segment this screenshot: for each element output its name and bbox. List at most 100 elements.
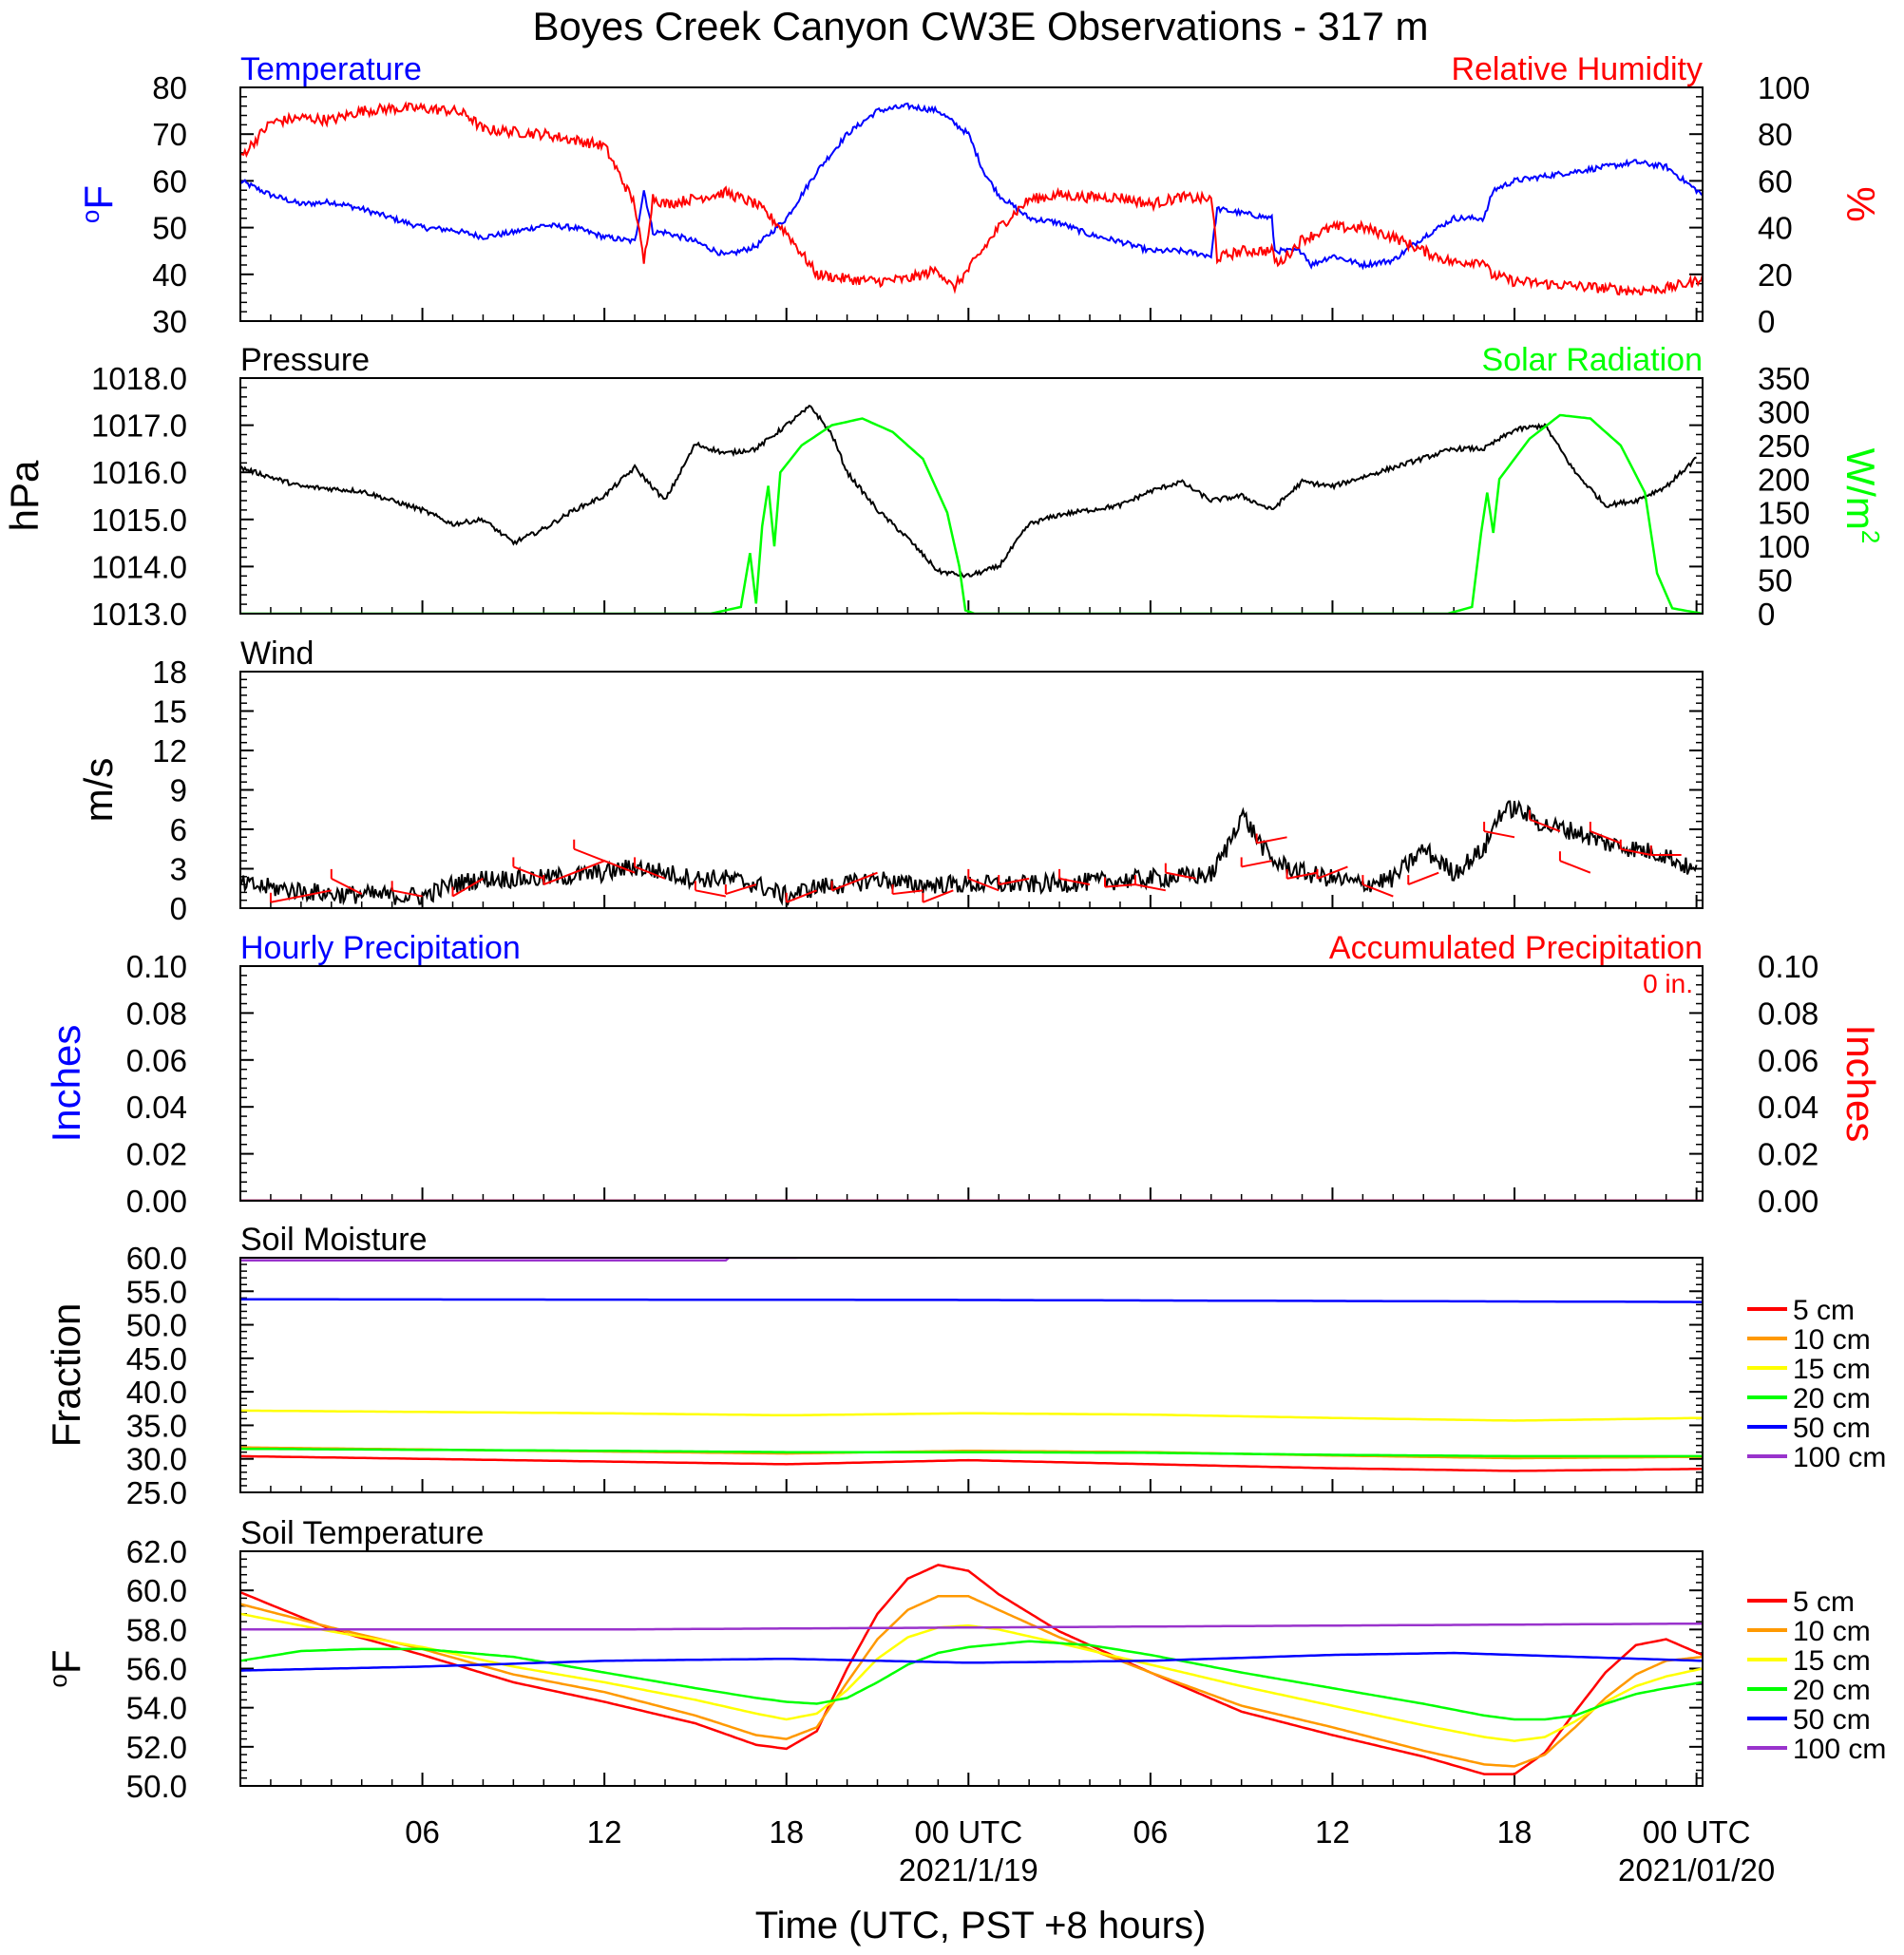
wind-barb [923,889,954,903]
x-axis-label: Time (UTC, PST +8 hours) [755,1905,1207,1946]
precip-total: 0 in. [1643,969,1693,998]
wind-barb [725,883,757,896]
wind-barb [786,889,818,903]
y-tick-label-left: 60 [152,163,187,199]
panel-soil_moisture: Soil Moisture Fraction 25.030.035.040.045.… [44,1222,1886,1510]
panel-frame [239,86,1704,322]
y-tick-label-right: 40 [1758,211,1793,246]
wind-barb [270,889,332,903]
series-line [240,1595,1703,1768]
y-tick-label-left: 1015.0 [91,503,187,538]
wind-barb [1241,860,1272,868]
wind-barb [513,865,544,880]
y-tick-label-left: 62.0 [126,1534,187,1569]
x-tick-label: 12 [587,1814,622,1850]
wind-barb [1529,818,1561,833]
series-line [240,1409,1703,1422]
panel-title-left: Wind [240,636,314,672]
legend-label: 20 cm [1793,1675,1871,1706]
wind-barb [573,847,636,874]
legend-label: 50 cm [1793,1413,1871,1444]
y-axis-label-right: % [1838,186,1883,221]
y-tick-label-left: 1013.0 [91,597,187,632]
panel-title-right: Relative Humidity [1451,51,1703,87]
y-tick-label-left: 6 [170,812,187,847]
series-line [240,413,1703,614]
series-line [240,101,1703,296]
y-tick-label-left: 3 [170,852,187,887]
wind-barb [634,865,666,880]
y-tick-label-left: 0.02 [126,1137,187,1172]
y-tick-label-left: 58.0 [126,1612,187,1647]
wind-barb [1104,883,1135,888]
y-tick-label-right: 0 [1758,597,1775,632]
y-tick-label-left: 60.0 [126,1241,187,1276]
y-tick-label-right: 0.06 [1758,1043,1818,1078]
y-axis-label-left: m/s [76,758,121,823]
y-tick-label-left: 54.0 [126,1691,187,1726]
y-tick-label-left: 35.0 [126,1408,187,1443]
y-tick-label-right: 60 [1758,163,1793,199]
legend-label: 100 cm [1793,1442,1886,1473]
y-axis-label-left: Inches [44,1025,88,1143]
y-tick-label-left: 1014.0 [91,549,187,584]
legend-label: 10 cm [1793,1616,1871,1647]
x-tick-date: 2021/01/20 [1618,1852,1775,1888]
y-tick-label-left: 12 [152,733,187,769]
series-line [240,1622,1703,1631]
y-tick-label-left: 30.0 [126,1442,187,1477]
wind-barb [1134,883,1167,892]
wind-barb [1286,871,1318,880]
y-tick-label-right: 0.02 [1758,1137,1818,1172]
chart-title: Boyes Creek Canyon CW3E Observations - 3… [532,4,1428,48]
legend-label: 15 cm [1793,1645,1871,1677]
y-tick-label-left: 50.0 [126,1308,187,1343]
panel-title-left: Soil Temperature [240,1515,484,1551]
y-tick-label-left: 0.10 [126,949,187,984]
x-tick-label: 00 UTC [1643,1814,1751,1850]
y-tick-label-left: 80 [152,70,187,105]
x-tick-date: 2021/1/19 [899,1852,1038,1888]
y-tick-label-left: 18 [152,655,187,690]
wind-barb [967,877,1000,892]
y-tick-label-right: 100 [1758,529,1810,564]
y-tick-label-left: 52.0 [126,1730,187,1765]
wind-barb [1407,871,1439,886]
panel-title-left: Hourly Precipitation [240,930,521,966]
panel-title-left: Soil Moisture [240,1222,428,1258]
y-tick-label-left: 45.0 [126,1341,187,1376]
x-tick-label: 18 [1497,1814,1533,1850]
series-line [240,1447,1703,1458]
series-line [240,1258,1703,1262]
legend-label: 50 cm [1793,1704,1871,1736]
panel-frame [239,1257,1704,1493]
wind-barb [452,878,484,898]
wind-barb [831,871,878,892]
legend-label: 10 cm [1793,1324,1871,1356]
y-axis-label-left: Fraction [44,1303,88,1448]
wind-barb [999,877,1030,886]
y-tick-label-right: 0.08 [1758,996,1818,1031]
y-tick-label-left: 1018.0 [91,361,187,396]
panel-frame [239,377,1704,615]
y-axis-label-right: W/m2 [1838,448,1885,544]
y-tick-label-right: 300 [1758,394,1810,429]
wind-barb [1058,877,1091,886]
y-tick-label-right: 0.10 [1758,949,1818,984]
panel-title-right: Solar Radiation [1482,342,1703,378]
y-tick-label-left: 1017.0 [91,408,187,444]
y-tick-label-left: 0.00 [126,1184,187,1219]
y-tick-label-right: 0.00 [1758,1184,1818,1219]
y-tick-label-left: 70 [152,117,187,152]
y-tick-label-right: 350 [1758,361,1810,396]
wind-barb [543,860,605,886]
wind-barb [695,889,727,898]
wind-barb [1256,836,1287,845]
wind-barb [1590,830,1622,845]
panel-frame [239,1550,1704,1787]
series-line [240,1454,1703,1472]
y-tick-label-right: 0.04 [1758,1090,1818,1125]
legend-label: 5 cm [1793,1295,1855,1326]
